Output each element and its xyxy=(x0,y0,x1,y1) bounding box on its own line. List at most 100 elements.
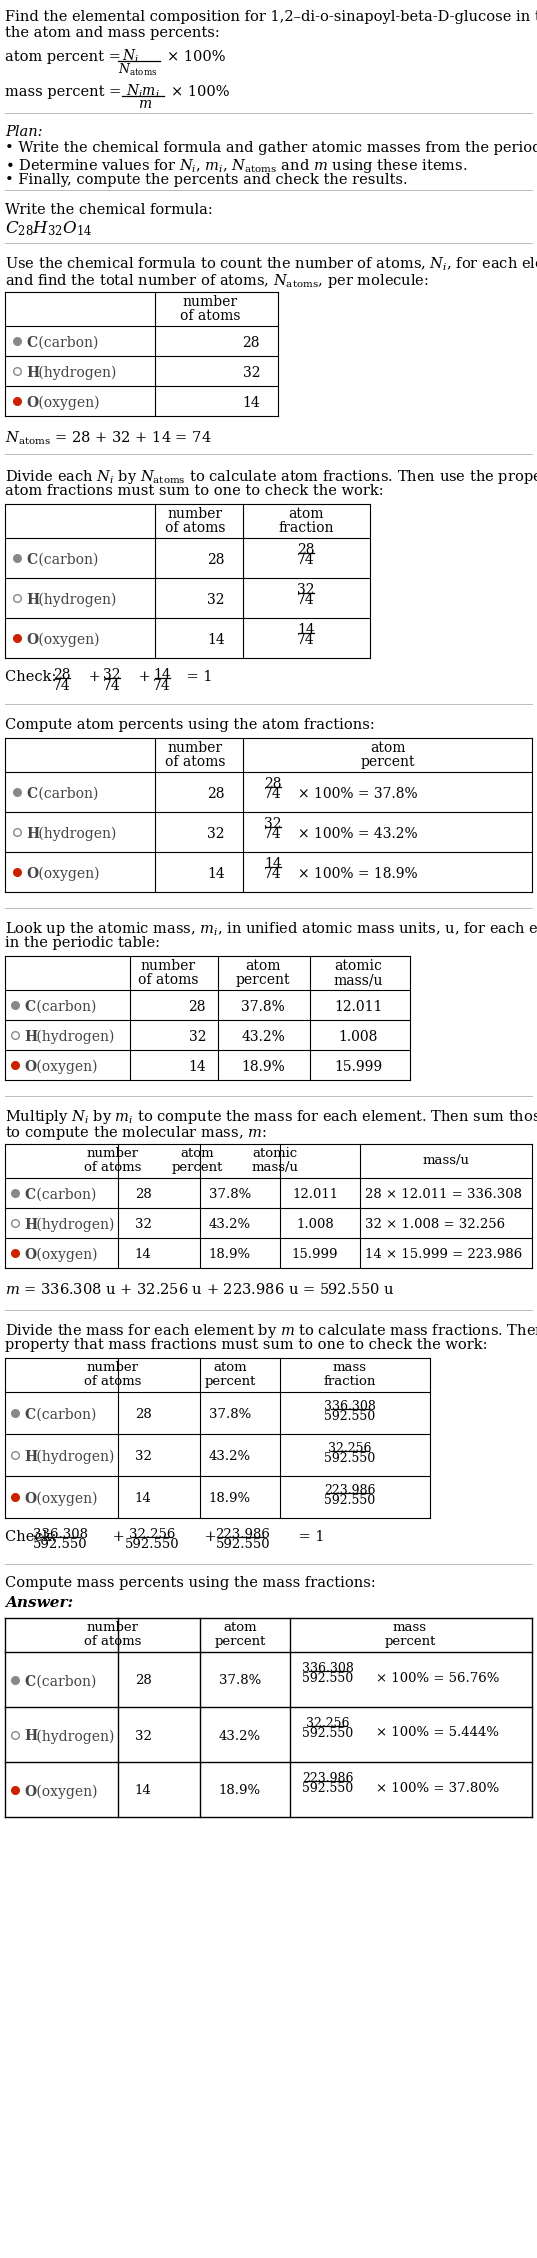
Text: 74: 74 xyxy=(53,677,71,693)
Text: = 1: = 1 xyxy=(182,671,213,684)
Text: number: number xyxy=(183,296,237,309)
Text: 592.550: 592.550 xyxy=(216,1538,270,1551)
Text: Divide each $N_i$ by $N_\mathrm{atoms}$ to calculate atom fractions. Then use th: Divide each $N_i$ by $N_\mathrm{atoms}$ … xyxy=(5,467,537,485)
Text: O: O xyxy=(26,867,38,881)
Text: 43.2%: 43.2% xyxy=(209,1217,251,1231)
Text: 14: 14 xyxy=(135,1493,151,1506)
Text: (carbon): (carbon) xyxy=(32,1000,96,1014)
Text: (hydrogen): (hydrogen) xyxy=(32,1730,114,1743)
Text: 592.550: 592.550 xyxy=(302,1782,354,1795)
Text: 32: 32 xyxy=(207,826,225,840)
Text: (oxygen): (oxygen) xyxy=(33,395,99,411)
Text: H: H xyxy=(24,1450,37,1463)
Text: 32: 32 xyxy=(188,1030,206,1043)
Text: O: O xyxy=(24,1059,36,1075)
Text: mass: mass xyxy=(393,1621,427,1635)
Text: 336.308: 336.308 xyxy=(324,1400,376,1414)
Text: (carbon): (carbon) xyxy=(32,1188,96,1201)
Text: fraction: fraction xyxy=(278,522,334,535)
Text: 74: 74 xyxy=(264,788,282,802)
Text: $N_\mathrm{atoms}$ = 28 + 32 + 14 = 74: $N_\mathrm{atoms}$ = 28 + 32 + 14 = 74 xyxy=(5,429,212,447)
Text: number: number xyxy=(168,508,222,522)
Text: 32.256: 32.256 xyxy=(328,1443,372,1454)
Text: atom: atom xyxy=(370,741,406,754)
Text: of atoms: of atoms xyxy=(84,1375,142,1389)
Text: percent: percent xyxy=(214,1635,266,1648)
Text: Find the elemental composition for 1,2–di-o-sinapoyl-beta-D-glucose in terms of: Find the elemental composition for 1,2–d… xyxy=(5,9,537,25)
Text: number: number xyxy=(87,1147,139,1161)
Text: (oxygen): (oxygen) xyxy=(33,867,99,881)
Text: • Write the chemical formula and gather atomic masses from the periodic table.: • Write the chemical formula and gather … xyxy=(5,140,537,156)
Text: of atoms: of atoms xyxy=(84,1161,142,1174)
Text: percent: percent xyxy=(171,1161,223,1174)
Text: percent: percent xyxy=(204,1375,256,1389)
Text: 14: 14 xyxy=(188,1059,206,1075)
Text: 37.8%: 37.8% xyxy=(209,1409,251,1420)
Text: 14: 14 xyxy=(153,668,171,682)
Text: $N_i m_i$: $N_i m_i$ xyxy=(126,84,159,99)
Text: 74: 74 xyxy=(297,553,315,567)
Text: (hydrogen): (hydrogen) xyxy=(32,1217,114,1233)
Text: 14 × 15.999 = 223.986: 14 × 15.999 = 223.986 xyxy=(365,1249,523,1260)
Text: (carbon): (carbon) xyxy=(32,1675,96,1689)
Text: O: O xyxy=(24,1784,36,1800)
Text: 336.308: 336.308 xyxy=(33,1529,88,1540)
Text: C: C xyxy=(24,1188,35,1201)
Text: (hydrogen): (hydrogen) xyxy=(33,826,116,842)
Text: 43.2%: 43.2% xyxy=(219,1730,261,1743)
Text: mass: mass xyxy=(333,1362,367,1375)
Text: O: O xyxy=(26,632,38,648)
Text: 14: 14 xyxy=(135,1249,151,1260)
Text: number: number xyxy=(141,960,195,973)
Text: number: number xyxy=(87,1362,139,1375)
Text: (carbon): (carbon) xyxy=(33,788,98,802)
Text: Multiply $N_i$ by $m_i$ to compute the mass for each element. Then sum those val: Multiply $N_i$ by $m_i$ to compute the m… xyxy=(5,1109,537,1127)
Text: $N_\mathrm{atoms}$: $N_\mathrm{atoms}$ xyxy=(118,61,157,79)
Text: 223.986: 223.986 xyxy=(324,1484,376,1497)
Text: atom: atom xyxy=(245,960,281,973)
Text: of atoms: of atoms xyxy=(84,1635,142,1648)
Text: × 100% = 18.9%: × 100% = 18.9% xyxy=(298,867,418,881)
Text: 28: 28 xyxy=(135,1675,151,1687)
Text: 18.9%: 18.9% xyxy=(219,1784,261,1797)
Text: Plan:: Plan: xyxy=(5,124,42,140)
Text: of atoms: of atoms xyxy=(138,973,198,987)
Text: 43.2%: 43.2% xyxy=(209,1450,251,1463)
Text: atom: atom xyxy=(213,1362,247,1375)
Text: 32: 32 xyxy=(297,583,315,596)
Text: 28: 28 xyxy=(53,668,71,682)
Text: 592.550: 592.550 xyxy=(302,1727,354,1739)
Text: 592.550: 592.550 xyxy=(324,1493,375,1506)
Text: 43.2%: 43.2% xyxy=(241,1030,285,1043)
Text: 32.256: 32.256 xyxy=(129,1529,175,1540)
Text: 28: 28 xyxy=(297,542,315,558)
Text: 74: 74 xyxy=(264,826,282,842)
Text: atom: atom xyxy=(180,1147,214,1161)
Text: O: O xyxy=(26,395,38,411)
Text: the atom and mass percents:: the atom and mass percents: xyxy=(5,27,220,41)
Text: 14: 14 xyxy=(207,867,225,881)
Text: number: number xyxy=(87,1621,139,1635)
Text: 28: 28 xyxy=(264,777,282,790)
Text: 74: 74 xyxy=(103,677,121,693)
Text: 12.011: 12.011 xyxy=(334,1000,382,1014)
Text: H: H xyxy=(24,1730,37,1743)
Text: 28 × 12.011 = 336.308: 28 × 12.011 = 336.308 xyxy=(365,1188,522,1201)
Text: × 100% = 5.444%: × 100% = 5.444% xyxy=(376,1727,499,1739)
Text: H: H xyxy=(24,1217,37,1233)
Text: $N_i$: $N_i$ xyxy=(122,47,139,65)
Text: +: + xyxy=(134,671,155,684)
Text: 18.9%: 18.9% xyxy=(209,1249,251,1260)
Text: C: C xyxy=(26,553,37,567)
Text: 74: 74 xyxy=(297,594,315,607)
Text: 223.986: 223.986 xyxy=(215,1529,271,1540)
Text: Use the chemical formula to count the number of atoms, $N_i$, for each element: Use the chemical formula to count the nu… xyxy=(5,255,537,273)
Text: and find the total number of atoms, $N_\mathrm{atoms}$, per molecule:: and find the total number of atoms, $N_\… xyxy=(5,271,429,289)
Text: mass/u: mass/u xyxy=(251,1161,299,1174)
Text: 37.8%: 37.8% xyxy=(209,1188,251,1201)
Text: 592.550: 592.550 xyxy=(125,1538,179,1551)
Text: 15.999: 15.999 xyxy=(292,1249,338,1260)
Text: 592.550: 592.550 xyxy=(302,1671,354,1684)
Text: 18.9%: 18.9% xyxy=(241,1059,285,1075)
Text: 14: 14 xyxy=(135,1784,151,1797)
